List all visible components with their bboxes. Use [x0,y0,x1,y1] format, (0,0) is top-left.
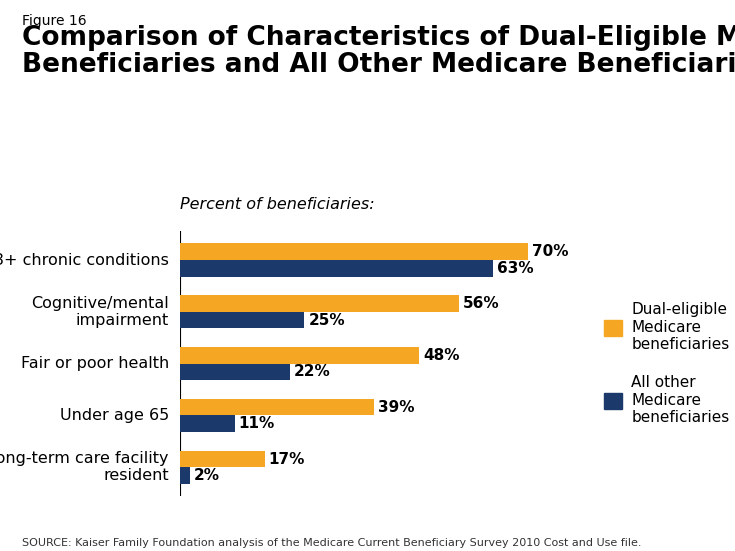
Bar [180,364,290,380]
Bar [180,312,304,328]
Text: 25%: 25% [309,312,345,328]
Text: 56%: 56% [462,296,499,311]
Text: 63%: 63% [498,261,534,276]
Text: 2%: 2% [194,468,220,483]
Text: 22%: 22% [293,364,330,380]
Text: Comparison of Characteristics of Dual-Eligible Medicare: Comparison of Characteristics of Dual-El… [22,25,735,51]
Bar [180,295,459,312]
Text: 70%: 70% [532,244,569,259]
Text: SOURCE: Kaiser Family Foundation analysis of the Medicare Current Beneficiary Su: SOURCE: Kaiser Family Foundation analysi… [22,538,642,548]
Text: 48%: 48% [423,348,459,363]
Text: 39%: 39% [378,399,415,415]
Bar [180,244,528,260]
Text: 17%: 17% [268,451,305,467]
Bar [180,347,419,364]
Text: 11%: 11% [239,416,275,431]
Text: Figure 16: Figure 16 [22,14,87,28]
Bar [180,467,190,484]
Bar [180,399,374,415]
Text: Percent of beneficiaries:: Percent of beneficiaries: [180,197,375,212]
Bar [180,415,234,432]
Legend: Dual-eligible
Medicare
beneficiaries, All other
Medicare
beneficiaries: Dual-eligible Medicare beneficiaries, Al… [603,302,730,425]
Text: Beneficiaries and All Other Medicare Beneficiaries: Beneficiaries and All Other Medicare Ben… [22,52,735,78]
Bar [180,260,493,277]
Bar [180,451,265,467]
